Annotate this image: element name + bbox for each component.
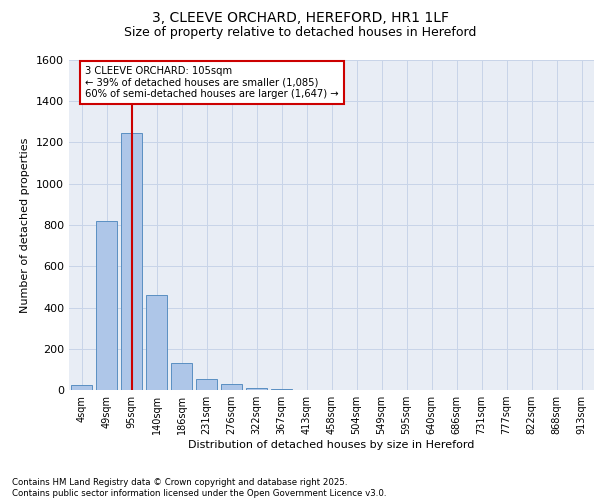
Bar bbox=[96, 221, 117, 390]
Text: 3, CLEEVE ORCHARD, HEREFORD, HR1 1LF: 3, CLEEVE ORCHARD, HEREFORD, HR1 1LF bbox=[151, 11, 449, 25]
Text: Size of property relative to detached houses in Hereford: Size of property relative to detached ho… bbox=[124, 26, 476, 39]
Bar bbox=[146, 295, 167, 390]
Y-axis label: Number of detached properties: Number of detached properties bbox=[20, 138, 31, 312]
Bar bbox=[196, 378, 217, 390]
Text: Contains HM Land Registry data © Crown copyright and database right 2025.
Contai: Contains HM Land Registry data © Crown c… bbox=[12, 478, 386, 498]
Text: 3 CLEEVE ORCHARD: 105sqm
← 39% of detached houses are smaller (1,085)
60% of sem: 3 CLEEVE ORCHARD: 105sqm ← 39% of detach… bbox=[85, 66, 339, 100]
Bar bbox=[121, 133, 142, 390]
Bar bbox=[271, 389, 292, 390]
Bar bbox=[171, 363, 192, 390]
Bar bbox=[71, 385, 92, 390]
Bar bbox=[246, 388, 267, 390]
Bar bbox=[221, 384, 242, 390]
X-axis label: Distribution of detached houses by size in Hereford: Distribution of detached houses by size … bbox=[188, 440, 475, 450]
